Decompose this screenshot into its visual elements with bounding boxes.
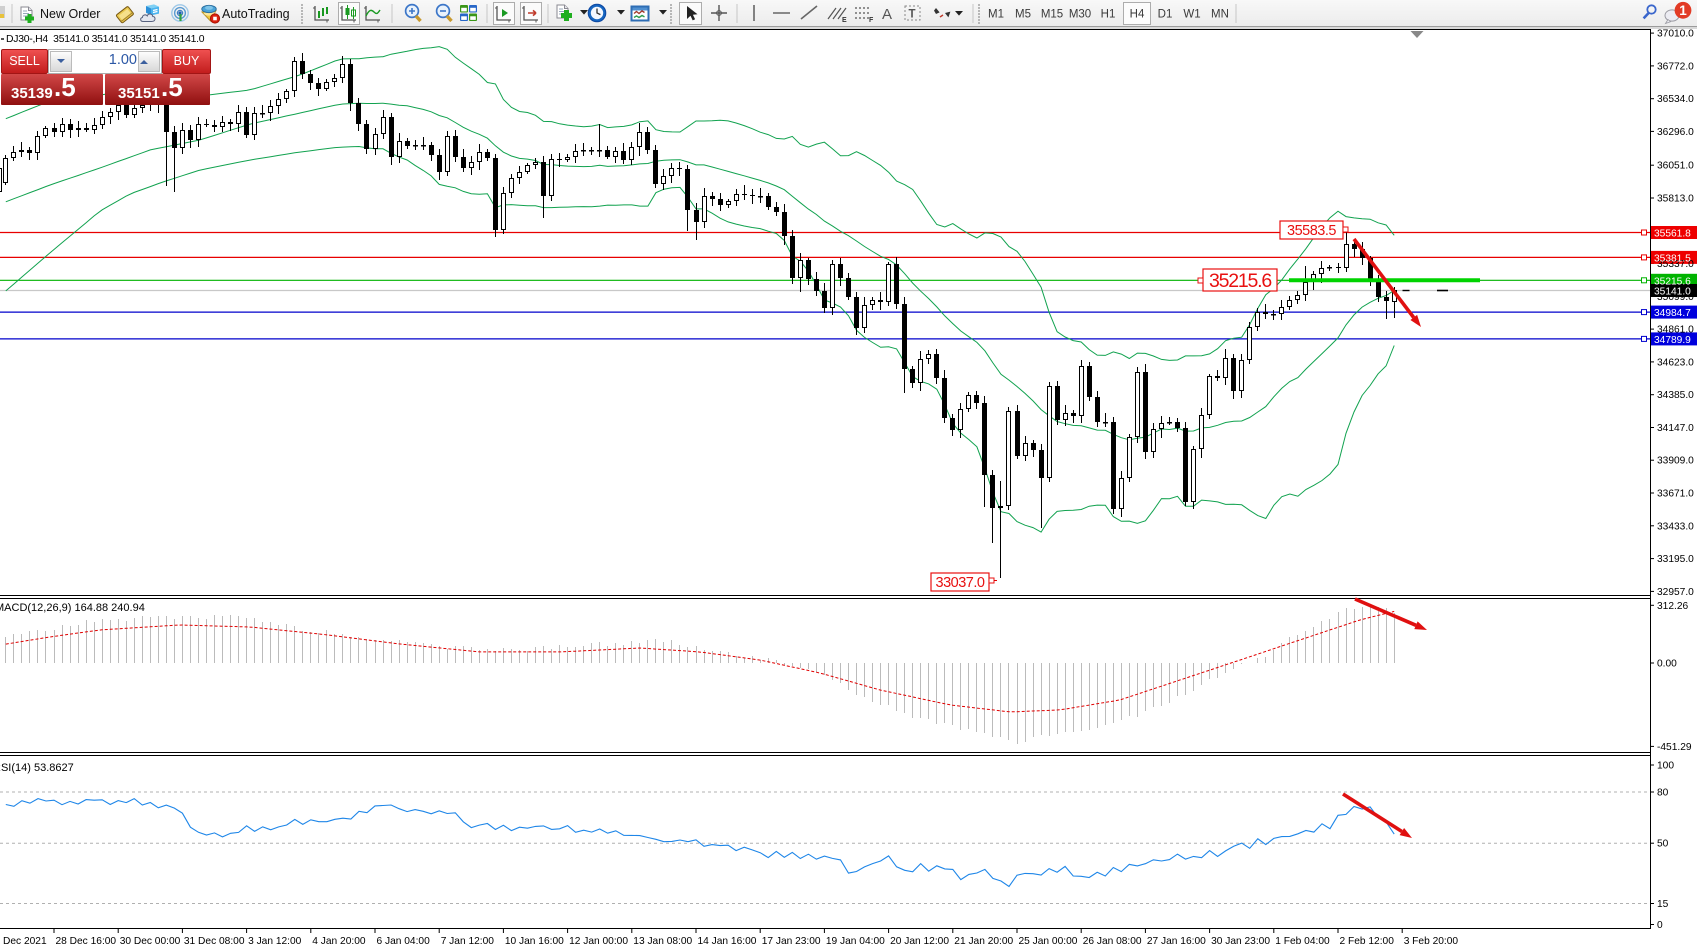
svg-text:M5: M5 xyxy=(1015,9,1031,21)
svg-text:1 Feb 04:00: 1 Feb 04:00 xyxy=(1275,936,1330,947)
svg-text:80: 80 xyxy=(1657,788,1669,799)
svg-text:35813.0: 35813.0 xyxy=(1657,193,1694,204)
svg-text:27 Jan 16:00: 27 Jan 16:00 xyxy=(1147,936,1206,947)
svg-text:17 Jan 23:00: 17 Jan 23:00 xyxy=(762,936,821,947)
svg-text:25 Jan 00:00: 25 Jan 00:00 xyxy=(1019,936,1078,947)
svg-text:3 Jan 12:00: 3 Jan 12:00 xyxy=(248,936,302,947)
svg-text:E: E xyxy=(842,17,847,24)
svg-text:13 Jan 08:00: 13 Jan 08:00 xyxy=(633,936,692,947)
svg-text:35337.0: 35337.0 xyxy=(1657,259,1694,270)
svg-text:4 Jan 20:00: 4 Jan 20:00 xyxy=(312,936,366,947)
svg-text:30 Jan 23:00: 30 Jan 23:00 xyxy=(1211,936,1270,947)
svg-text:35215.6: 35215.6 xyxy=(1654,276,1691,287)
svg-text:W1: W1 xyxy=(1183,9,1200,21)
svg-text:26 Jan 08:00: 26 Jan 08:00 xyxy=(1083,936,1142,947)
svg-text:36772.0: 36772.0 xyxy=(1657,61,1694,72)
svg-text:1: 1 xyxy=(1679,3,1687,18)
svg-text:35215.6: 35215.6 xyxy=(1209,270,1271,292)
svg-text:6 Jan 04:00: 6 Jan 04:00 xyxy=(377,936,431,947)
svg-text:DJ30-,H4 35141.0 35141.0 3514: DJ30-,H4 35141.0 35141.0 35141.0 35141.0 xyxy=(6,34,205,45)
svg-text:T: T xyxy=(909,9,916,21)
svg-text:34147.0: 34147.0 xyxy=(1657,423,1694,434)
svg-text:F: F xyxy=(869,17,874,24)
svg-text:33037.0: 33037.0 xyxy=(936,575,985,591)
svg-text:36051.0: 36051.0 xyxy=(1657,161,1694,172)
svg-text:Dec 2021: Dec 2021 xyxy=(3,936,47,947)
svg-text:35561.8: 35561.8 xyxy=(1654,229,1691,240)
svg-text:35099.0: 35099.0 xyxy=(1657,292,1694,303)
svg-text:0: 0 xyxy=(1657,920,1663,931)
svg-text:H1: H1 xyxy=(1101,9,1116,21)
svg-text:33195.0: 33195.0 xyxy=(1657,554,1694,565)
svg-text:21 Jan 20:00: 21 Jan 20:00 xyxy=(954,936,1013,947)
svg-text:20 Jan 12:00: 20 Jan 12:00 xyxy=(890,936,949,947)
svg-text:34385.0: 34385.0 xyxy=(1657,390,1694,401)
svg-text:M15: M15 xyxy=(1041,9,1063,21)
svg-text:14 Jan 16:00: 14 Jan 16:00 xyxy=(698,936,757,947)
svg-text:0.00: 0.00 xyxy=(1657,659,1677,670)
svg-text:100: 100 xyxy=(1657,761,1674,772)
svg-text:2 Feb 12:00: 2 Feb 12:00 xyxy=(1340,936,1395,947)
svg-text:35381.5: 35381.5 xyxy=(1654,253,1691,264)
svg-text:A: A xyxy=(882,6,892,23)
svg-text:AutoTrading: AutoTrading xyxy=(222,7,290,21)
svg-text:19 Jan 04:00: 19 Jan 04:00 xyxy=(826,936,885,947)
svg-text:M30: M30 xyxy=(1069,9,1091,21)
svg-text:32957.0: 32957.0 xyxy=(1657,587,1694,598)
svg-text:33671.0: 33671.0 xyxy=(1657,489,1694,500)
svg-text:15: 15 xyxy=(1657,899,1669,910)
svg-text:MACD(12,26,9) 164.88 240.94: MACD(12,26,9) 164.88 240.94 xyxy=(0,602,145,614)
svg-text:10 Jan 16:00: 10 Jan 16:00 xyxy=(505,936,564,947)
svg-text:35141.0: 35141.0 xyxy=(1654,287,1691,298)
svg-text:28 Dec 16:00: 28 Dec 16:00 xyxy=(56,936,117,947)
svg-text:36296.0: 36296.0 xyxy=(1657,127,1694,138)
svg-text:34861.0: 34861.0 xyxy=(1657,325,1694,336)
svg-text:34789.9: 34789.9 xyxy=(1654,335,1691,346)
svg-text:312.26: 312.26 xyxy=(1657,601,1688,612)
svg-text:33433.0: 33433.0 xyxy=(1657,521,1694,532)
svg-text:-451.29: -451.29 xyxy=(1657,742,1692,753)
svg-text:RSI(14) 53.8627: RSI(14) 53.8627 xyxy=(0,762,74,774)
svg-text:30 Dec 00:00: 30 Dec 00:00 xyxy=(120,936,181,947)
svg-text:35583.5: 35583.5 xyxy=(1287,223,1336,239)
svg-text:3 Feb 20:00: 3 Feb 20:00 xyxy=(1404,936,1459,947)
svg-text:12 Jan 00:00: 12 Jan 00:00 xyxy=(569,936,628,947)
svg-text:31 Dec 08:00: 31 Dec 08:00 xyxy=(184,936,245,947)
svg-text:D1: D1 xyxy=(1158,9,1173,21)
svg-text:MN: MN xyxy=(1211,9,1229,21)
svg-text:34623.0: 34623.0 xyxy=(1657,357,1694,368)
svg-text:50: 50 xyxy=(1657,839,1669,850)
svg-text:New Order: New Order xyxy=(40,7,100,21)
svg-text:34984.7: 34984.7 xyxy=(1654,308,1691,319)
svg-text:37010.0: 37010.0 xyxy=(1657,29,1694,40)
svg-text:7 Jan 12:00: 7 Jan 12:00 xyxy=(441,936,495,947)
svg-text:33909.0: 33909.0 xyxy=(1657,456,1694,467)
svg-text:M1: M1 xyxy=(988,9,1004,21)
svg-text:H4: H4 xyxy=(1130,9,1145,21)
svg-text:36534.0: 36534.0 xyxy=(1657,94,1694,105)
